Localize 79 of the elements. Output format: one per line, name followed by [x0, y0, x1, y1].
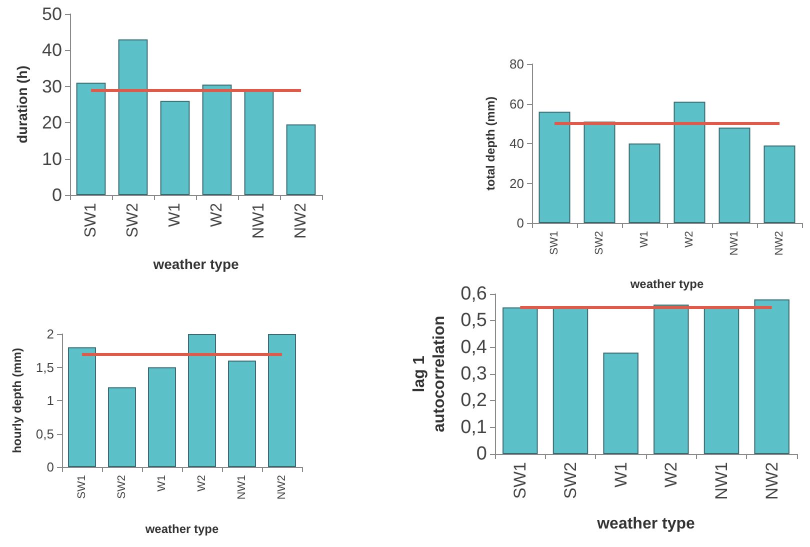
x-tick-label: W2 [208, 202, 226, 227]
x-tick-label: W1 [156, 475, 168, 492]
y-tick-label: 0,3 [460, 364, 487, 384]
x-tick-label: W2 [196, 475, 208, 492]
bar [502, 307, 538, 454]
bar [552, 307, 588, 454]
y-tick-label: 0,1 [460, 416, 487, 438]
x-axis-title: weather type [629, 277, 704, 291]
bar [286, 124, 316, 195]
x-tick-label: NW1 [712, 462, 731, 500]
y-tick-label: 30 [42, 76, 62, 96]
y-axis-title: lag 1 autocorrelation [411, 316, 448, 432]
y-tick-label: 1,5 [36, 360, 54, 375]
y-tick-label: 0,5 [460, 310, 487, 332]
bar [76, 82, 106, 195]
x-tick-label: W1 [611, 462, 630, 488]
x-axis-title: weather type [152, 256, 240, 272]
bar [674, 102, 706, 223]
x-tick-label: NW1 [236, 475, 248, 500]
y-tick-label: 0 [46, 460, 54, 474]
x-axis-title: weather type [596, 516, 696, 532]
x-axis-title: weather type [144, 522, 220, 536]
bar [704, 307, 740, 454]
x-tick-label: SW1 [76, 475, 88, 499]
y-tick-label: 60 [510, 96, 524, 112]
y-tick-label: 40 [42, 40, 62, 60]
bar [202, 84, 232, 195]
bar [754, 299, 790, 454]
x-tick-label: W2 [662, 462, 681, 488]
x-tick-label: SW2 [124, 202, 142, 238]
x-tick-label: W2 [684, 231, 696, 248]
x-tick-label: SW2 [116, 475, 128, 499]
x-tick-label: W1 [638, 231, 650, 248]
y-tick-label: 0,4 [460, 336, 488, 358]
y-tick-label: 0,5 [36, 426, 54, 442]
y-axis-title: hourly depth (mm) [10, 348, 24, 454]
bar [160, 100, 190, 195]
x-tick-label: NW1 [250, 202, 268, 239]
y-tick-label: 0 [476, 444, 487, 464]
bar [244, 90, 274, 195]
bar [764, 145, 796, 223]
bar [718, 128, 750, 223]
x-tick-label: SW1 [510, 462, 530, 499]
bar [108, 387, 136, 467]
y-tick-label: 0 [52, 185, 62, 205]
x-tick-label: SW1 [82, 202, 100, 238]
x-tick-label: SW1 [548, 231, 560, 255]
y-tick-label: 0,2 [460, 390, 487, 412]
y-tick-label: 50 [42, 4, 62, 24]
x-tick-label: SW2 [561, 462, 580, 499]
x-tick-label: NW2 [774, 231, 786, 256]
bar [538, 112, 570, 223]
bar [584, 122, 616, 223]
bar [68, 347, 96, 467]
bar [118, 39, 148, 195]
bar [148, 367, 176, 467]
y-tick-label: 40 [510, 136, 524, 151]
y-tick-label: 0,6 [460, 284, 487, 304]
x-tick-label: NW2 [762, 462, 782, 500]
y-tick-label: 0 [516, 216, 524, 230]
x-tick-label: NW2 [276, 475, 288, 500]
bar [654, 304, 689, 454]
y-axis-title: duration (h) [14, 66, 30, 144]
x-tick-label: NW2 [292, 202, 310, 239]
y-tick-label: 80 [510, 56, 524, 72]
y-tick-label: 20 [510, 176, 524, 191]
bar [628, 144, 660, 223]
y-tick-label: 20 [42, 112, 62, 133]
y-tick-label: 1 [46, 393, 54, 408]
y-axis-title: total depth (mm) [484, 96, 498, 190]
x-tick-label: W1 [166, 202, 184, 227]
bar [188, 334, 216, 467]
bar [228, 360, 256, 467]
y-tick-label: 2 [46, 326, 54, 342]
bar [603, 352, 638, 454]
x-tick-label: SW2 [594, 231, 606, 255]
x-tick-label: NW1 [728, 231, 740, 256]
bar [268, 334, 296, 467]
y-tick-label: 10 [42, 148, 62, 169]
